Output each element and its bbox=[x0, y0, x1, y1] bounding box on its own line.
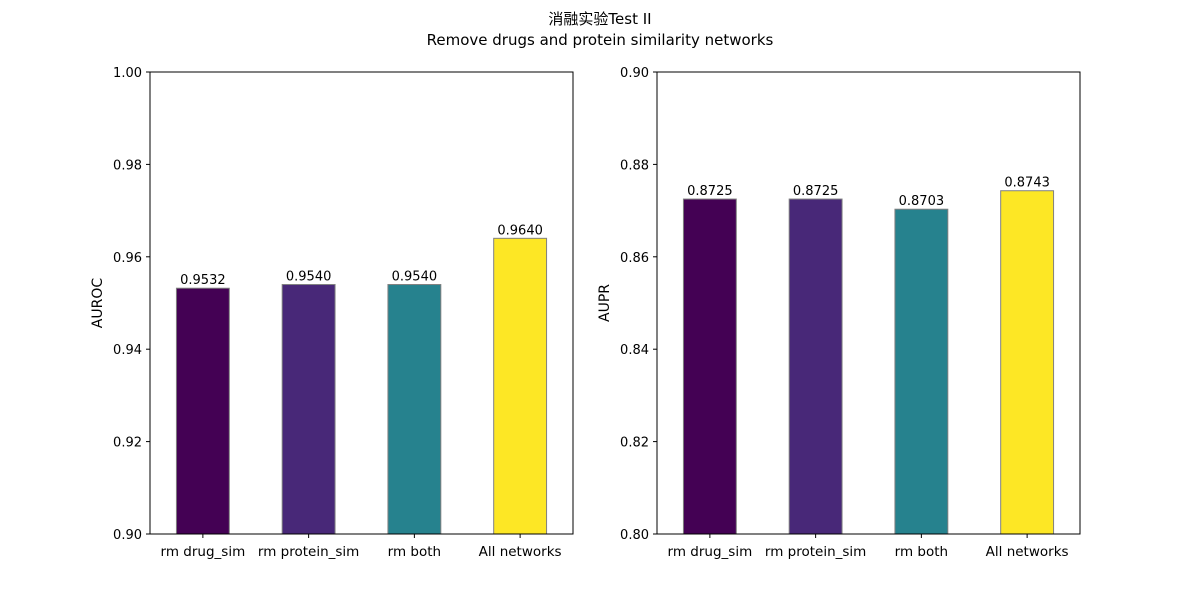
chart-1-value-label: 0.9532 bbox=[180, 273, 226, 288]
chart-1-value-label: 0.9540 bbox=[392, 270, 438, 285]
chart-1-bar bbox=[387, 284, 442, 535]
chart-2-value-label: 0.8725 bbox=[793, 184, 839, 199]
chart-2-x-tick-label: rm protein_sim bbox=[765, 544, 866, 560]
chart-1-x-tick-label: rm both bbox=[388, 544, 441, 560]
chart-1-y-tick-label: 1.00 bbox=[113, 66, 142, 81]
chart-2-axes-frame bbox=[656, 71, 1081, 535]
chart-2-value-label: 0.8743 bbox=[1004, 176, 1050, 191]
chart-1-y-tick-label: 0.92 bbox=[113, 436, 142, 451]
chart-2-y-tick-label: 0.80 bbox=[620, 528, 649, 543]
chart-2-y-axis-label: AUPR bbox=[597, 284, 613, 322]
chart-2-y-tick-label: 0.86 bbox=[620, 251, 649, 266]
chart-1-value-label: 0.9540 bbox=[286, 270, 332, 285]
chart-2-y-tick-label: 0.82 bbox=[620, 436, 649, 451]
chart-1-value-label: 0.9640 bbox=[497, 223, 543, 238]
chart-2-value-label: 0.8725 bbox=[687, 184, 733, 199]
chart-2-value-label: 0.8703 bbox=[899, 194, 945, 209]
chart-2-bar bbox=[894, 208, 949, 535]
chart-1-bar bbox=[175, 287, 230, 535]
chart-1-y-axis-label: AUROC bbox=[90, 278, 106, 329]
chart-1-y-tick-label: 0.90 bbox=[113, 528, 142, 543]
chart-1-y-tick-label: 0.98 bbox=[113, 158, 142, 173]
chart-2-y-tick-label: 0.84 bbox=[620, 343, 649, 358]
chart-1-y-tick-label: 0.96 bbox=[113, 251, 142, 266]
chart-2-x-tick-label: All networks bbox=[986, 544, 1069, 560]
chart-2-y-tick-label: 0.88 bbox=[620, 158, 649, 173]
chart-2-x-tick-label: rm both bbox=[895, 544, 948, 560]
chart-1-bar bbox=[281, 284, 336, 535]
chart-1-x-tick-label: rm drug_sim bbox=[161, 544, 246, 560]
chart-2-bar bbox=[788, 198, 843, 535]
chart-1-bar bbox=[493, 237, 548, 535]
chart-2-y-tick-label: 0.90 bbox=[620, 66, 649, 81]
chart-1-x-tick-label: All networks bbox=[479, 544, 562, 560]
chart-2-bar bbox=[1000, 190, 1055, 535]
chart-2-bar bbox=[682, 198, 737, 535]
chart-1-axes-frame bbox=[149, 71, 574, 535]
chart-1-x-tick-label: rm protein_sim bbox=[258, 544, 359, 560]
figure-title: 消融实验Test II bbox=[548, 10, 652, 28]
figure-subtitle: Remove drugs and protein similarity netw… bbox=[426, 31, 774, 49]
chart-1-y-tick-label: 0.94 bbox=[113, 343, 142, 358]
chart-2-x-tick-label: rm drug_sim bbox=[668, 544, 753, 560]
